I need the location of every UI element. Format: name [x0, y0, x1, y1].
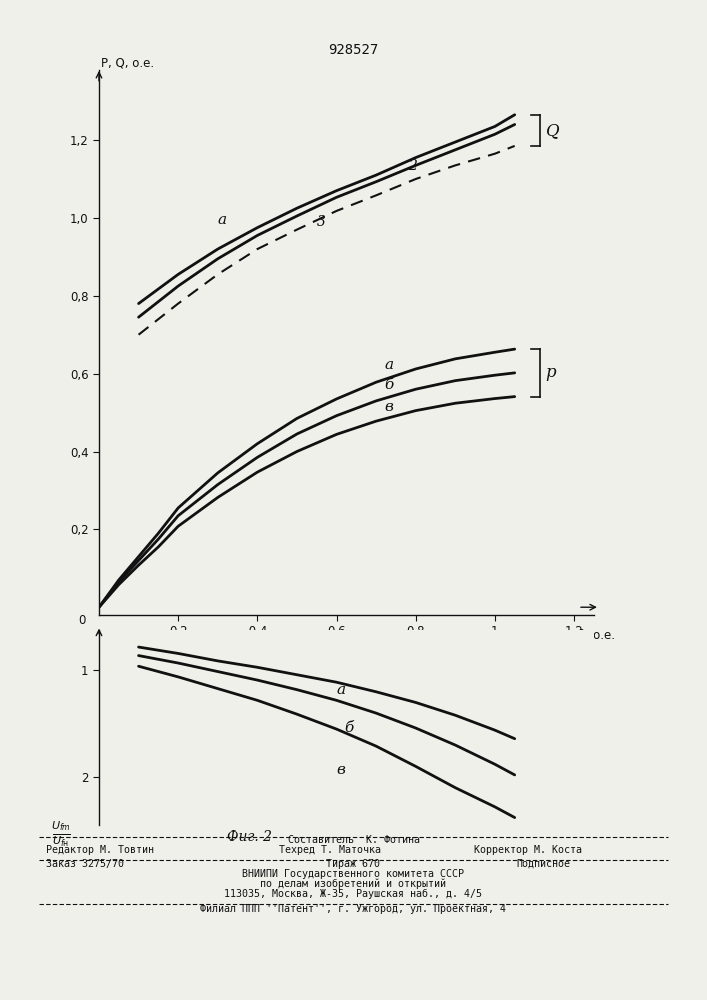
Text: Редактор М. Товтин: Редактор М. Товтин — [46, 845, 154, 855]
Text: ВНИИПИ Государственного комитета СССР: ВНИИПИ Государственного комитета СССР — [243, 869, 464, 879]
Text: Подписное: Подписное — [516, 859, 570, 869]
Text: в: в — [337, 763, 346, 777]
Text: р: р — [546, 364, 556, 381]
Text: Тираж 670: Тираж 670 — [327, 859, 380, 869]
Text: в: в — [384, 400, 393, 414]
Text: а: а — [337, 683, 346, 697]
Text: б: б — [384, 378, 393, 392]
Text: 0: 0 — [78, 614, 86, 627]
Text: 2: 2 — [408, 159, 416, 173]
Text: $U_{fm}$
$\overline{U_{f\text{н}}}$: $U_{fm}$ $\overline{U_{f\text{н}}}$ — [52, 820, 71, 849]
Text: Техред Т. Маточка: Техред Т. Маточка — [279, 845, 381, 855]
Text: 928527: 928527 — [328, 43, 379, 57]
Text: б: б — [344, 721, 354, 735]
Text: а: а — [384, 358, 393, 372]
Text: Составитель  К. Фотина: Составитель К. Фотина — [288, 835, 419, 845]
Text: P, Q, о.е.: P, Q, о.е. — [101, 57, 154, 70]
Text: Фиг. 2: Фиг. 2 — [227, 830, 272, 844]
Text: Q: Q — [546, 122, 559, 139]
Text: β, о.е.: β, о.е. — [578, 629, 615, 642]
Text: а: а — [218, 213, 227, 227]
Text: Филиал ППП ''Патент'', г. Ужгород, ул. Проектная, 4: Филиал ППП ''Патент'', г. Ужгород, ул. П… — [201, 904, 506, 914]
Text: Заказ 3275/70: Заказ 3275/70 — [46, 859, 124, 869]
Text: 3: 3 — [317, 215, 326, 229]
Text: Корректор М. Коста: Корректор М. Коста — [474, 845, 582, 855]
Text: 113035, Москва, Ж-35, Раушская наб., д. 4/5: 113035, Москва, Ж-35, Раушская наб., д. … — [225, 889, 482, 899]
Text: по делам изобретений и открытий: по делам изобретений и открытий — [260, 879, 447, 889]
